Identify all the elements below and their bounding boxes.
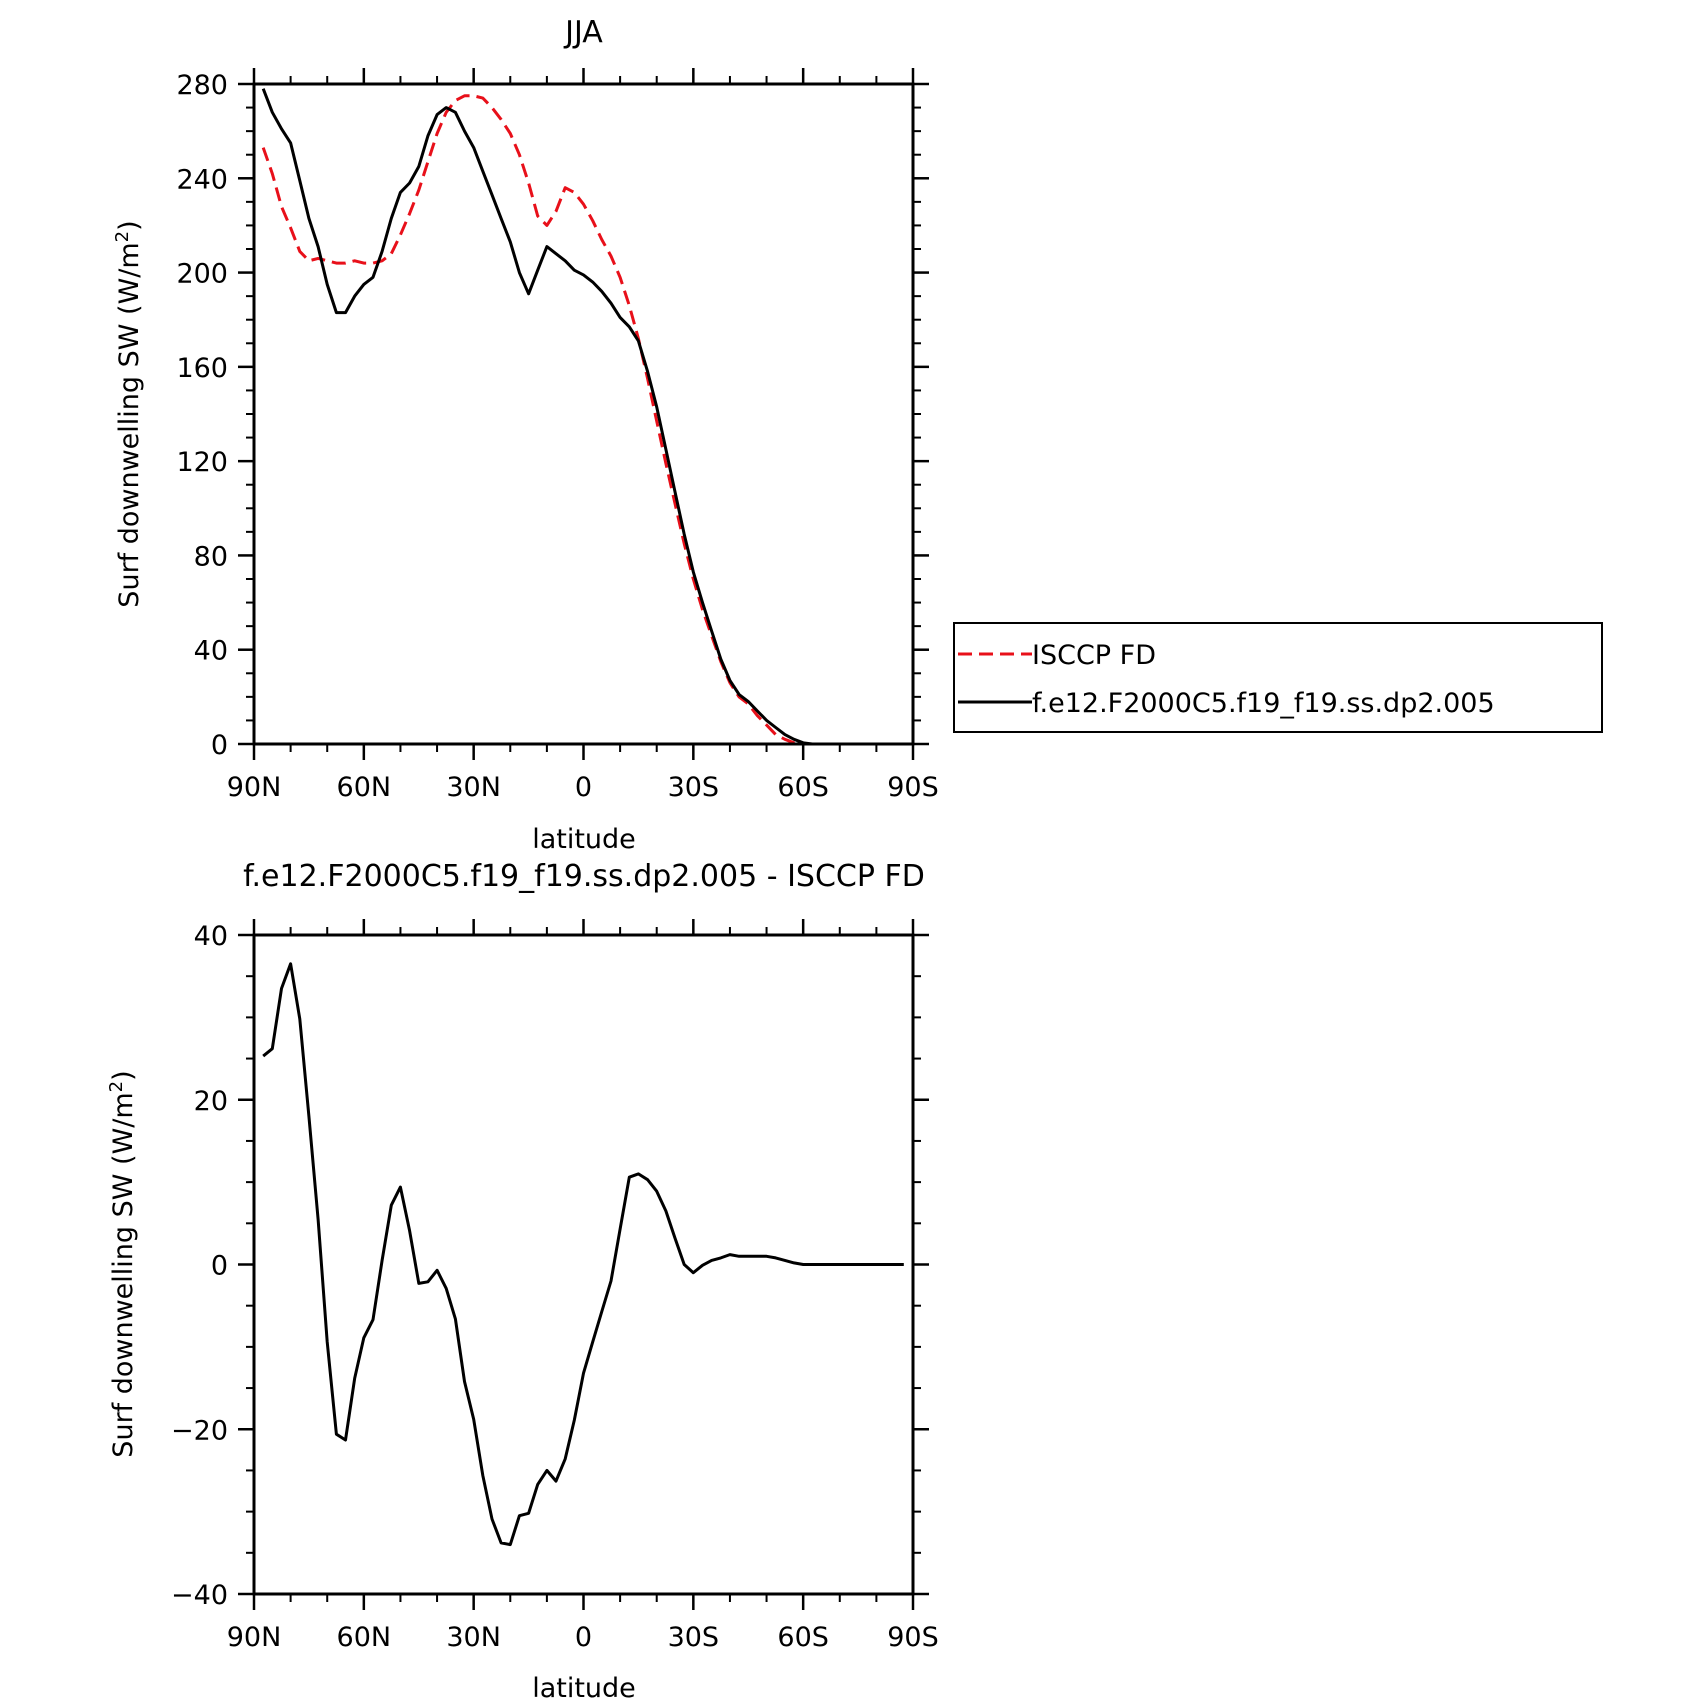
bottom-x-tick-label: 60N: [337, 1622, 392, 1653]
legend-label-isccp: ISCCP FD: [1032, 640, 1156, 671]
top-y-tick-label: 160: [176, 353, 228, 384]
legend: ISCCP FD f.e12.F2000C5.f19_f19.ss.dp2.00…: [953, 622, 1603, 733]
top-y-tick-label: 200: [176, 259, 228, 290]
top-x-tick-label: 90N: [227, 772, 282, 803]
top-y-tick-label: 0: [211, 730, 228, 761]
top-x-tick-label: 30N: [446, 772, 501, 803]
top-y-axis-label-sup: 2: [112, 231, 133, 242]
top-y-axis-label: Surf downwelling SW (W/m2): [112, 220, 146, 607]
top-ticks: 90N 60N 30N 0 30S 60S 90S 0 40 80 120 160 200 240 280: [176, 68, 939, 803]
bottom-chart-title: f.e12.F2000C5.f19_f19.ss.dp2.005 - ISCCP…: [243, 859, 925, 894]
bottom-x-tick-label: 30S: [668, 1622, 720, 1653]
bottom-y-tick-label: 0: [211, 1251, 228, 1282]
bottom-series-group: [262, 962, 904, 1547]
bottom-x-tick-label: 90S: [887, 1622, 939, 1653]
bottom-y-axis-label-sup: 2: [106, 1081, 127, 1092]
top-x-tick-label: 60N: [337, 772, 392, 803]
legend-box: [953, 622, 1603, 733]
top-chart-title: JJA: [563, 15, 603, 50]
bottom-x-tick-label: 90N: [227, 1622, 282, 1653]
top-series-line-0: [261, 94, 904, 746]
bottom-y-axis-label: Surf downwelling SW (W/m2): [106, 1070, 140, 1457]
bottom-panel: f.e12.F2000C5.f19_f19.ss.dp2.005 - ISCCP…: [106, 859, 939, 1703]
top-plot-frame: [252, 82, 915, 746]
bottom-series-line-0: [262, 962, 904, 1547]
bottom-x-tick-label: 30N: [446, 1622, 501, 1653]
bottom-y-tick-label: −40: [171, 1580, 228, 1611]
top-y-tick-label: 80: [194, 541, 228, 572]
bottom-y-tick-label: 20: [194, 1086, 228, 1117]
top-panel: JJA 90N 60N 30N 0 30S 60S 90S 0 40 80 120 160 200 240…: [112, 15, 939, 855]
top-series-line-1: [261, 88, 904, 746]
top-y-tick-label: 280: [176, 70, 228, 101]
bottom-y-tick-label: 40: [194, 921, 228, 952]
top-x-tick-label: 0: [575, 772, 592, 803]
top-y-tick-label: 240: [176, 164, 228, 195]
legend-label-model: f.e12.F2000C5.f19_f19.ss.dp2.005: [1032, 688, 1495, 719]
top-x-tick-label: 90S: [887, 772, 939, 803]
bottom-y-tick-label: −20: [171, 1415, 228, 1446]
bottom-x-axis-label: latitude: [532, 1673, 636, 1703]
top-x-tick-label: 30S: [668, 772, 720, 803]
bottom-ticks: 90N 60N 30N 0 30S 60S 90S −40 −20 0 20 40: [171, 919, 939, 1653]
top-x-tick-label: 60S: [777, 772, 829, 803]
top-x-axis-label: latitude: [532, 824, 636, 855]
top-y-tick-label: 120: [176, 447, 228, 478]
top-series-group: [261, 88, 904, 746]
top-y-tick-label: 40: [194, 636, 228, 667]
bottom-x-tick-label: 0: [575, 1622, 592, 1653]
bottom-x-tick-label: 60S: [777, 1622, 829, 1653]
